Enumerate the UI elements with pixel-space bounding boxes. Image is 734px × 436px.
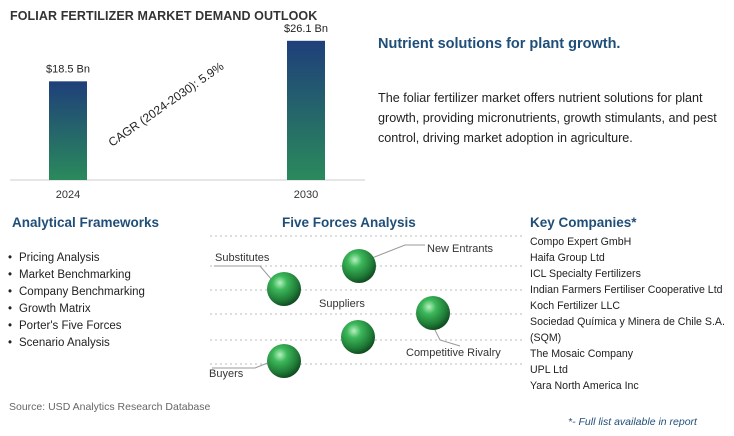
connector-substitutes — [214, 265, 273, 281]
bar-2030 — [287, 40, 325, 180]
list-item: Koch Fertilizer LLC — [530, 300, 621, 312]
list-item: Pricing Analysis — [8, 250, 145, 267]
sphere-substitutes — [267, 272, 301, 306]
label-new-entrants: New Entrants — [427, 243, 494, 255]
bar-chart: $18.5 Bn 2024 $26.1 Bn 2030 CAGR (2024-2030… — [10, 23, 365, 201]
companies-list: Compo Expert GmbH Haifa Group Ltd ICL Sp… — [530, 234, 730, 394]
list-item: UPL Ltd — [530, 364, 568, 376]
frameworks-title: Analytical Frameworks — [12, 215, 160, 230]
label-competitive-rivalry: Competitive Rivalry — [406, 347, 501, 359]
sphere-suppliers — [416, 296, 450, 330]
sphere-new-entrants — [342, 249, 376, 283]
list-item: Indian Farmers Fertiliser Cooperative Lt… — [530, 284, 723, 296]
list-item: Yara North America Inc — [530, 380, 639, 392]
list-item: Company Benchmarking — [8, 284, 145, 301]
label-substitutes: Substitutes — [215, 252, 270, 264]
value-label-2030: $26.1 Bn — [284, 23, 328, 35]
connector-buyers — [212, 361, 271, 369]
companies-note: *- Full list available in report — [568, 416, 697, 428]
companies-title: Key Companies* — [530, 215, 637, 230]
list-item: The Mosaic Company — [530, 348, 634, 360]
sphere-buyers — [267, 344, 301, 378]
list-item: Scenario Analysis — [8, 335, 145, 352]
list-item: Porter's Five Forces — [8, 318, 145, 335]
source-note: Source: USD Analytics Research Database — [9, 401, 211, 413]
tagline: Nutrient solutions for plant growth. — [378, 36, 621, 52]
connector-rivalry — [429, 319, 461, 347]
connector-new-entrants — [371, 244, 425, 259]
sphere-rivalry — [341, 320, 375, 354]
cagr-annotation: CAGR (2024-2030): 5.9% — [106, 59, 227, 149]
list-item: Sociedad Química y Minera de Chile S.A. … — [530, 316, 725, 344]
bar-2024 — [49, 81, 87, 180]
list-item: Compo Expert GmbH — [530, 236, 632, 248]
value-label-2024: $18.5 Bn — [46, 63, 90, 75]
list-item: ICL Specialty Fertilizers — [530, 268, 641, 280]
list-item: Growth Matrix — [8, 301, 145, 318]
description: The foliar fertilizer market offers nutr… — [378, 91, 717, 145]
connectors — [212, 244, 461, 369]
main-title: FOLIAR FERTILIZER MARKET DEMAND OUTLOOK — [10, 9, 318, 23]
guide-lines — [210, 235, 522, 365]
category-label-2030: 2030 — [294, 189, 318, 201]
five-forces-title: Five Forces Analysis — [282, 215, 416, 230]
label-buyers: Buyers — [209, 368, 244, 380]
list-item: Haifa Group Ltd — [530, 252, 605, 264]
label-suppliers: Suppliers — [319, 298, 365, 310]
category-label-2024: 2024 — [56, 189, 80, 201]
frameworks-list: Pricing Analysis Market Benchmarking Com… — [8, 250, 145, 352]
list-item: Market Benchmarking — [8, 267, 145, 284]
